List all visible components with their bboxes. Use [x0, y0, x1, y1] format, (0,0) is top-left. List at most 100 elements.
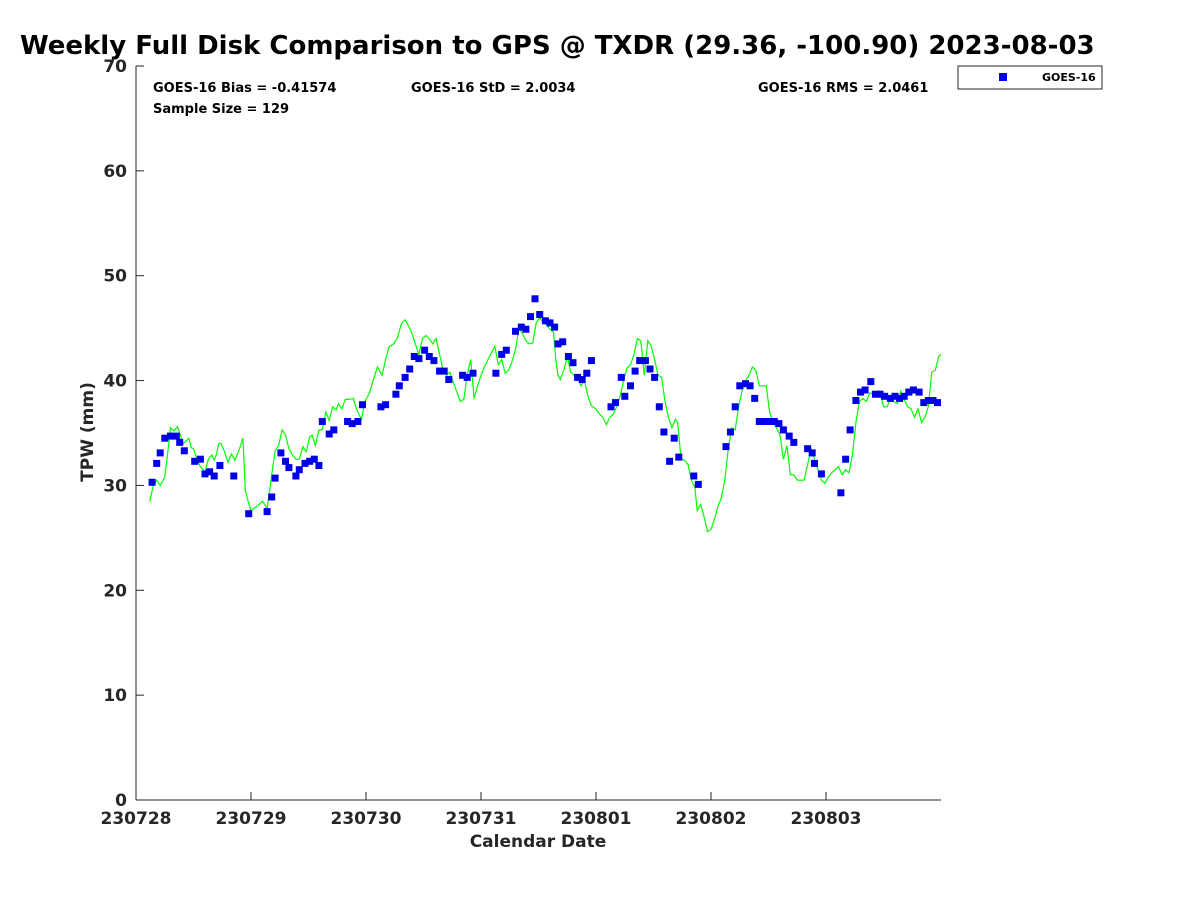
goes16-point — [751, 394, 759, 402]
y-tick-label: 30 — [103, 476, 127, 496]
goes16-point — [871, 390, 879, 398]
goes16-point — [230, 472, 238, 480]
legend-box — [957, 65, 1103, 90]
y-tick-label: 50 — [103, 267, 127, 287]
goes16-point — [804, 445, 812, 453]
goes16-point — [196, 455, 204, 463]
goes16-point — [636, 357, 644, 365]
goes16-point — [559, 338, 567, 346]
goes16-point — [861, 386, 869, 394]
goes16-point — [627, 382, 634, 390]
goes16-point — [395, 382, 403, 390]
goes16-point — [775, 420, 783, 428]
goes16-point — [301, 459, 309, 467]
goes16-point — [755, 418, 763, 425]
goes16-point — [617, 373, 625, 381]
goes16-point — [148, 478, 156, 486]
goes16-point — [315, 462, 323, 469]
goes16-point — [621, 392, 629, 400]
goes16-point — [156, 449, 164, 457]
goes16-point — [569, 359, 577, 367]
x-axis-label: Calendar Date — [470, 832, 607, 852]
goes16-point — [808, 449, 816, 457]
goes16-point — [201, 470, 209, 478]
goes16-point — [846, 426, 854, 434]
goes16-point — [310, 455, 318, 463]
goes16-point — [282, 457, 289, 465]
goes16-point — [924, 397, 932, 404]
stat-rms: GOES-16 RMS = 2.0461 — [758, 81, 928, 96]
goes16-point — [867, 378, 875, 386]
goes16-point — [886, 394, 894, 402]
goes16-point — [277, 449, 285, 457]
goes16-point — [216, 462, 224, 469]
goes16-point — [742, 380, 749, 388]
goes16-point — [410, 353, 418, 360]
goes16-point — [415, 355, 423, 363]
goes16-point — [459, 371, 467, 379]
goes16-point — [607, 403, 615, 411]
x-tick-label: 230803 — [791, 809, 862, 829]
goes16-point — [180, 447, 188, 455]
stat-sample-size: Sample Size = 129 — [153, 102, 289, 117]
goes16-point — [666, 457, 674, 465]
y-tick-label: 0 — [115, 791, 127, 811]
goes16-point — [646, 365, 654, 373]
goes16-point — [852, 397, 860, 404]
x-tick-label: 230801 — [561, 809, 632, 829]
goes16-point — [785, 432, 793, 440]
goes16-point — [915, 388, 923, 396]
goes16-point — [401, 373, 409, 381]
goes16-point — [153, 459, 161, 467]
goes16-point — [631, 367, 639, 375]
goes16-point — [934, 399, 941, 407]
goes16-point — [421, 346, 429, 354]
goes16-point — [583, 369, 591, 377]
goes16-point — [587, 357, 595, 365]
goes16-point — [554, 340, 562, 348]
goes16-point — [541, 317, 549, 325]
goes16-point — [498, 350, 506, 358]
goes16-point — [612, 399, 619, 407]
goes16-point — [382, 401, 390, 409]
goes16-point — [574, 373, 582, 381]
goes16-point — [842, 455, 850, 463]
goes16-point — [546, 319, 554, 327]
goes16-point — [722, 443, 730, 451]
goes16-point — [354, 418, 362, 425]
goes16-point — [295, 466, 303, 474]
goes16-point — [176, 438, 184, 446]
goes16-point — [736, 382, 744, 390]
x-tick-label: 230802 — [676, 809, 747, 829]
goes16-point — [790, 438, 798, 446]
goes16-point — [512, 327, 519, 335]
x-tick-label: 230731 — [446, 809, 517, 829]
goes16-point — [306, 457, 314, 465]
goes16-point — [857, 388, 864, 396]
goes16-point — [909, 386, 917, 394]
goes16-point — [167, 432, 174, 440]
goes16-point — [690, 472, 698, 480]
goes16-point — [245, 510, 253, 518]
goes16-point — [344, 418, 352, 425]
x-tick-label: 230729 — [216, 809, 287, 829]
goes16-point — [578, 376, 586, 383]
goes16-point — [929, 397, 937, 404]
goes16-point — [161, 434, 169, 442]
goes16-point — [406, 365, 414, 373]
goes16-point — [920, 399, 928, 407]
goes16-point — [210, 472, 218, 480]
legend-label-goes16: GOES-16 — [1042, 71, 1096, 84]
goes16-point — [330, 426, 338, 434]
stat-bias: GOES-16 Bias = -0.41574 — [153, 81, 336, 96]
goes16-point — [694, 480, 702, 488]
y-tick-label: 10 — [103, 686, 127, 706]
goes16-point — [425, 353, 433, 360]
goes16-point — [263, 508, 271, 516]
goes16-point — [502, 346, 510, 354]
goes16-point — [522, 325, 530, 333]
goes16-point — [271, 474, 279, 482]
goes16-point — [675, 453, 683, 461]
goes16-point — [760, 418, 768, 425]
